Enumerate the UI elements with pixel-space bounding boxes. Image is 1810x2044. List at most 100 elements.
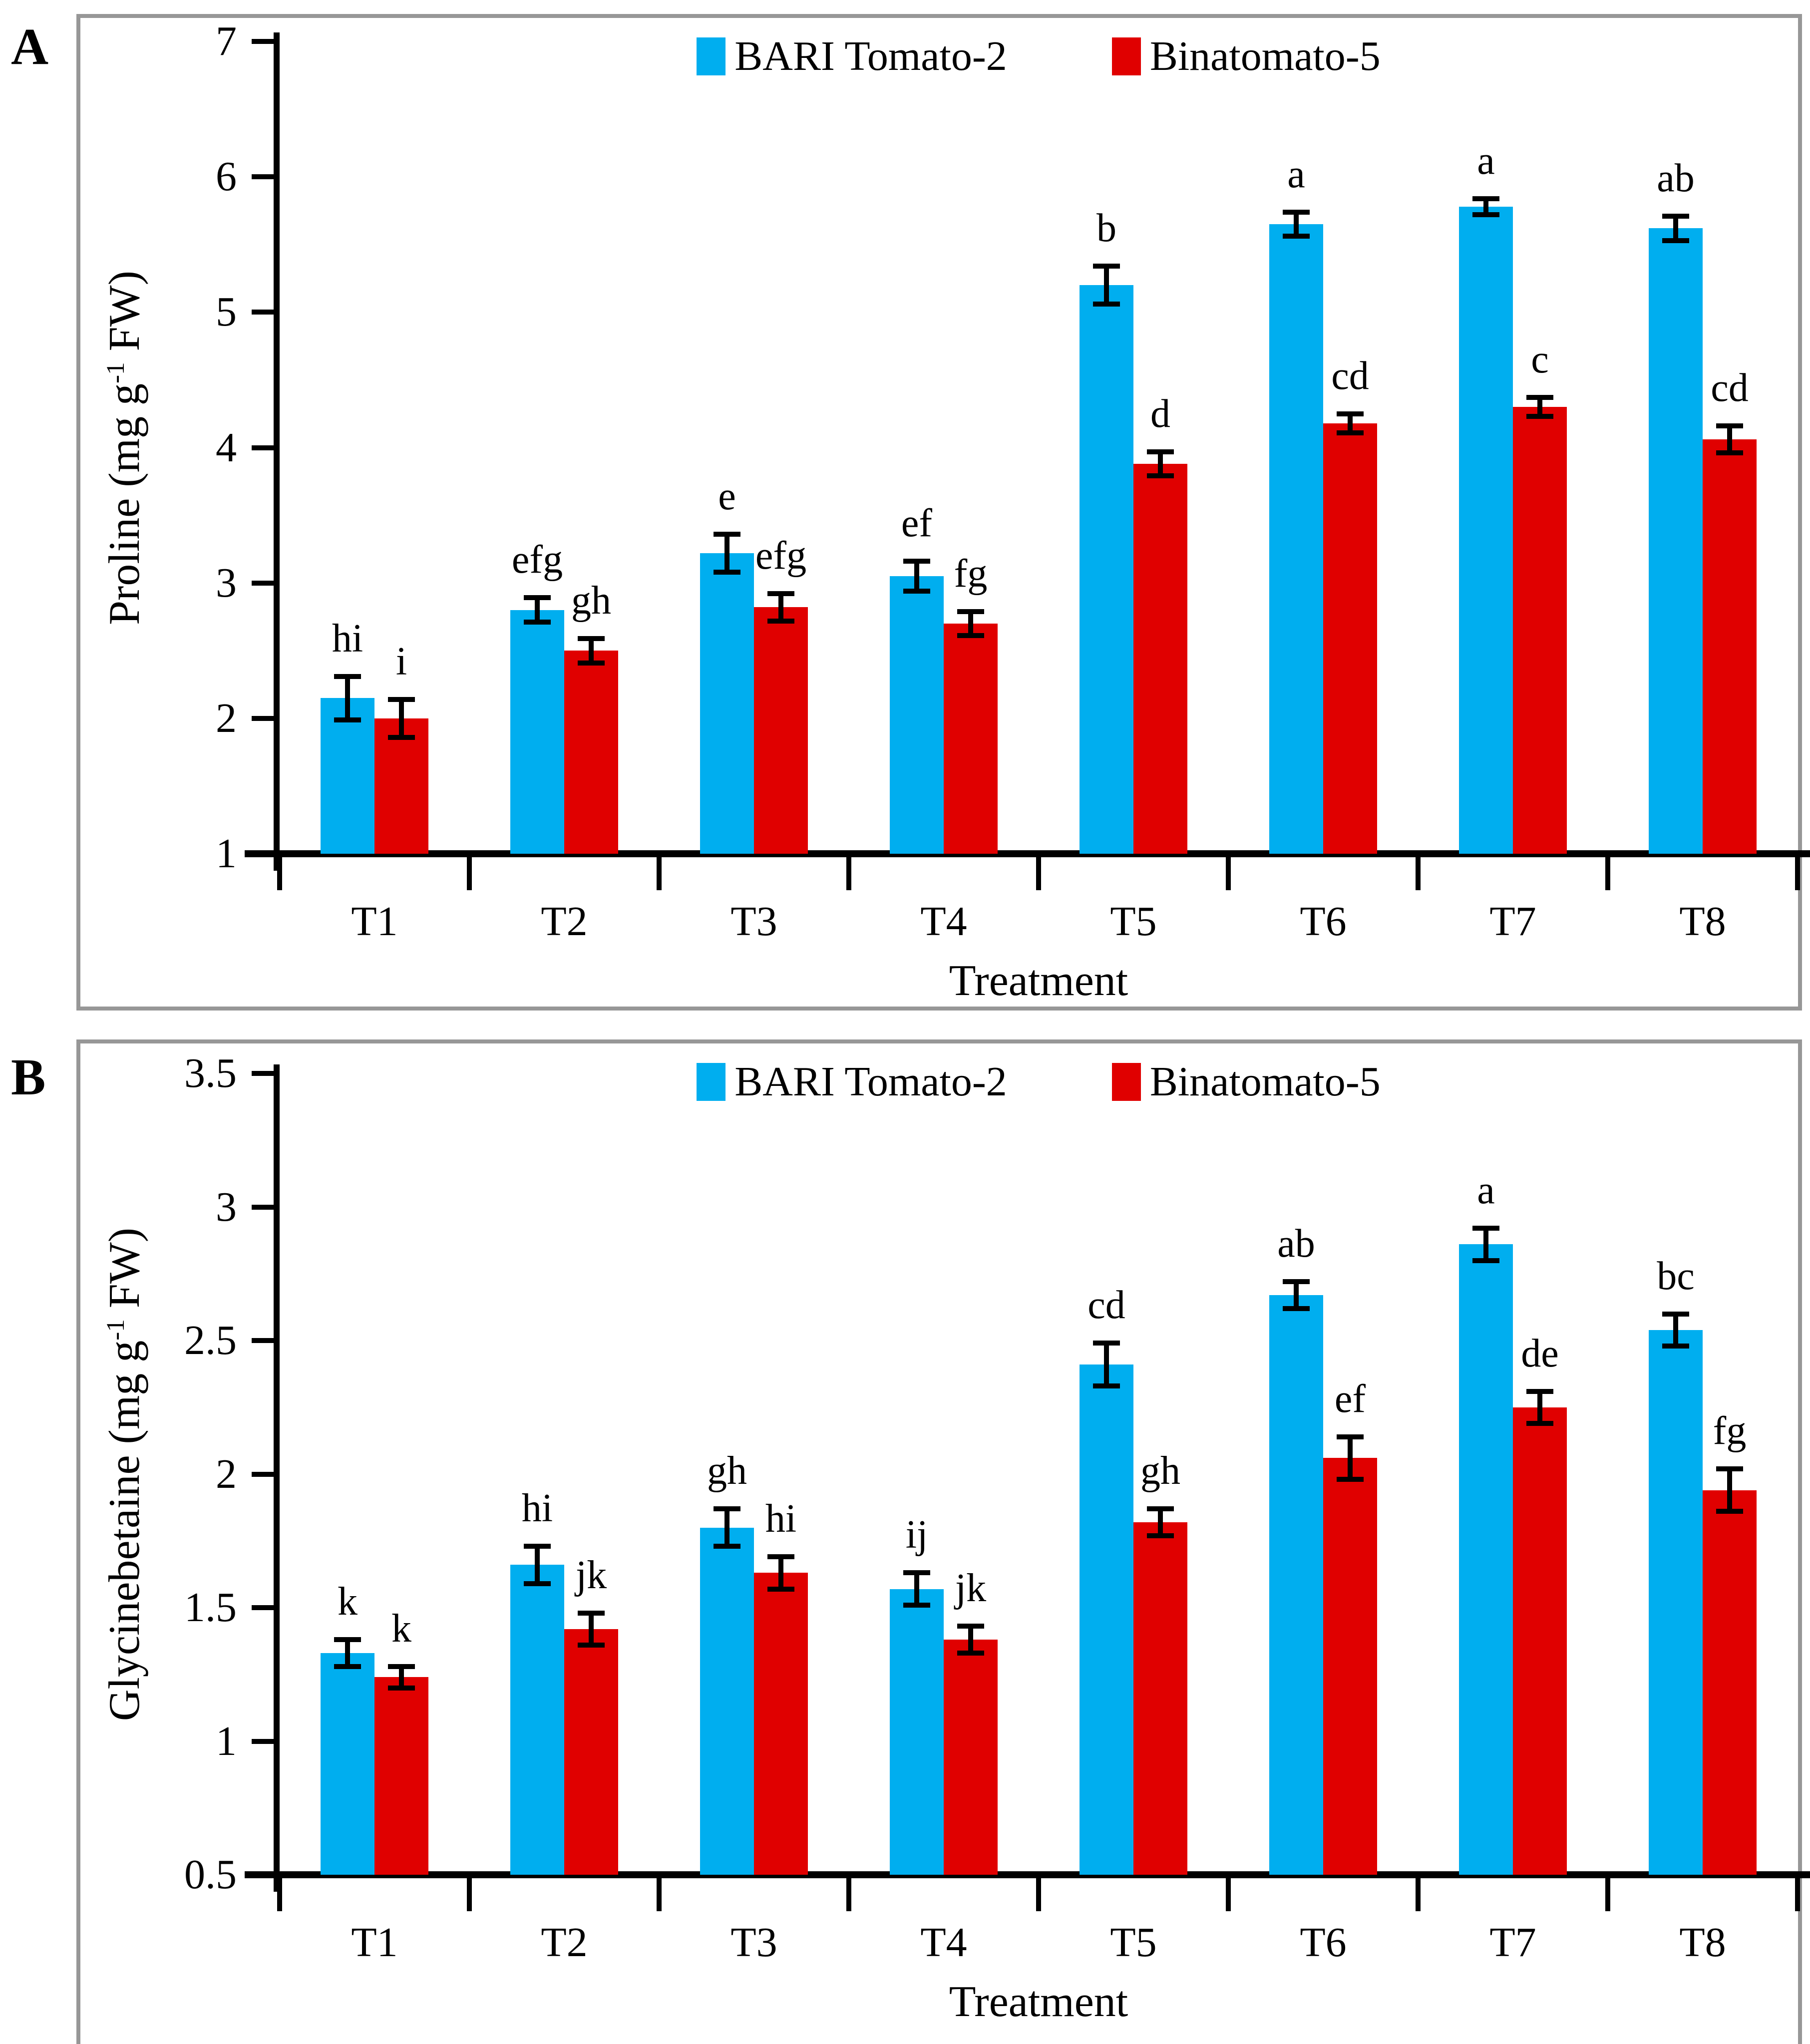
error-bar-cap-bottom [1526,1420,1553,1426]
error-bar-line [1537,1391,1542,1423]
error-bar-cap-bottom [1472,1258,1499,1263]
bar [944,624,998,854]
x-axis-title: Treatment [949,957,1128,1005]
error-bar-cap-top [1337,1434,1364,1439]
y-tick-label: 3 [216,1183,237,1230]
significance-letter: e [718,474,736,519]
error-bar-line [1727,1468,1732,1512]
significance-letter: ef [1334,1376,1366,1421]
error-bar-cap-top [388,1664,415,1669]
bar [1080,1364,1133,1875]
y-axis-title: Glycinebetaine (mg g-1 FW) [91,1227,150,1720]
significance-letter: k [391,1606,411,1651]
y-axis-line [274,32,280,871]
bar [1080,285,1133,854]
x-tick-mark [1036,1878,1041,1911]
bar [1459,1244,1513,1875]
x-category-label: T8 [1679,1919,1726,1966]
x-category-label: T1 [351,1919,398,1966]
significance-letter: cd [1711,366,1749,410]
error-bar-line [589,1613,594,1645]
error-bar-cap-bottom [1662,238,1689,243]
error-bar-line [535,598,540,623]
error-bar-cap-top [1662,1311,1689,1317]
bar [1703,1490,1757,1875]
y-tick-mark [252,1738,274,1744]
error-bar-cap-bottom [524,620,551,625]
error-bar-cap-bottom [903,588,930,594]
x-tick-mark [1795,1878,1800,1911]
y-tick-mark [252,310,274,315]
y-tick-label: 3 [216,559,237,606]
y-axis-title-text: FW) [100,1227,149,1319]
error-bar-cap-top [767,1554,794,1560]
error-bar-line [1294,212,1299,237]
panel-a-chart: BARI Tomato-2 Binatomato-5 1 2 3 4 5 6 7 T1 T2 T3 T4… [76,14,1810,1011]
error-bar-cap-bottom [388,1685,415,1691]
y-axis-line [274,1064,280,1892]
x-category-label: T5 [1110,1919,1157,1966]
x-tick-mark [846,857,851,890]
y-tick-label: 2 [216,694,237,741]
x-category-label: T7 [1489,1919,1536,1966]
error-bar-line [724,1509,729,1546]
legend-swatch-icon [697,37,726,75]
error-bar-cap-bottom [334,1664,361,1669]
error-bar-cap-bottom [1526,414,1553,419]
bar [754,607,808,854]
significance-letter: d [1150,391,1170,436]
y-axis-title-exponent: -1 [101,1319,130,1341]
error-bar-cap-top [1283,1279,1310,1285]
error-bar-line [778,1557,783,1589]
error-bar-cap-top [1472,196,1499,201]
y-axis-title-text: Proline (mg g [100,383,149,625]
significance-letter: cd [1087,1283,1125,1328]
significance-letter: ab [1657,156,1695,200]
error-bar-cap-bottom [1283,234,1310,239]
error-bar-line [399,1666,404,1688]
legend-item: Binatomato-5 [1111,1059,1381,1104]
y-axis-title-text: FW) [100,270,149,362]
x-category-label: T4 [920,1919,967,1966]
x-category-label: T3 [730,1919,777,1966]
error-bar-cap-bottom [1147,473,1174,479]
error-bar-cap-top [1283,209,1310,215]
bar [321,698,374,854]
significance-letter: hi [332,616,363,661]
error-bar-cap-top [1337,411,1364,416]
y-tick-mark [252,580,274,586]
y-tick-mark [252,174,274,180]
significance-letter: gh [571,578,611,623]
error-bar-line [1294,1282,1299,1309]
x-category-label: T7 [1489,898,1536,945]
bar [700,553,754,854]
error-bar-cap-bottom [578,660,605,666]
bar [1133,464,1187,854]
x-category-label: T5 [1110,898,1157,945]
error-bar-line [1348,413,1353,433]
error-bar-cap-bottom [957,633,984,639]
error-bar-cap-bottom [1337,430,1364,435]
error-bar-line [1727,426,1732,453]
significance-letter: fg [1713,1408,1747,1453]
bar [1323,423,1377,854]
error-bar-line [1158,1509,1163,1536]
error-bar-cap-top [578,636,605,641]
error-bar-line [345,676,350,720]
bar [944,1640,998,1875]
bar [1269,224,1323,854]
error-bar-cap-bottom [1283,1306,1310,1311]
x-tick-mark [277,1878,282,1911]
bar [754,1573,808,1875]
legend-item: BARI Tomato-2 [697,1059,1007,1104]
y-axis-title-exponent: -1 [101,361,130,383]
bar [374,1677,428,1875]
error-bar-cap-bottom [714,1543,740,1549]
error-bar-cap-top [1472,1226,1499,1231]
error-bar-cap-top [957,1624,984,1629]
significance-letter: jk [955,1566,987,1611]
error-bar-cap-top [524,1543,551,1549]
legend: BARI Tomato-2 Binatomato-5 [280,1059,1798,1104]
error-bar-line [535,1546,540,1584]
bar [564,651,618,854]
